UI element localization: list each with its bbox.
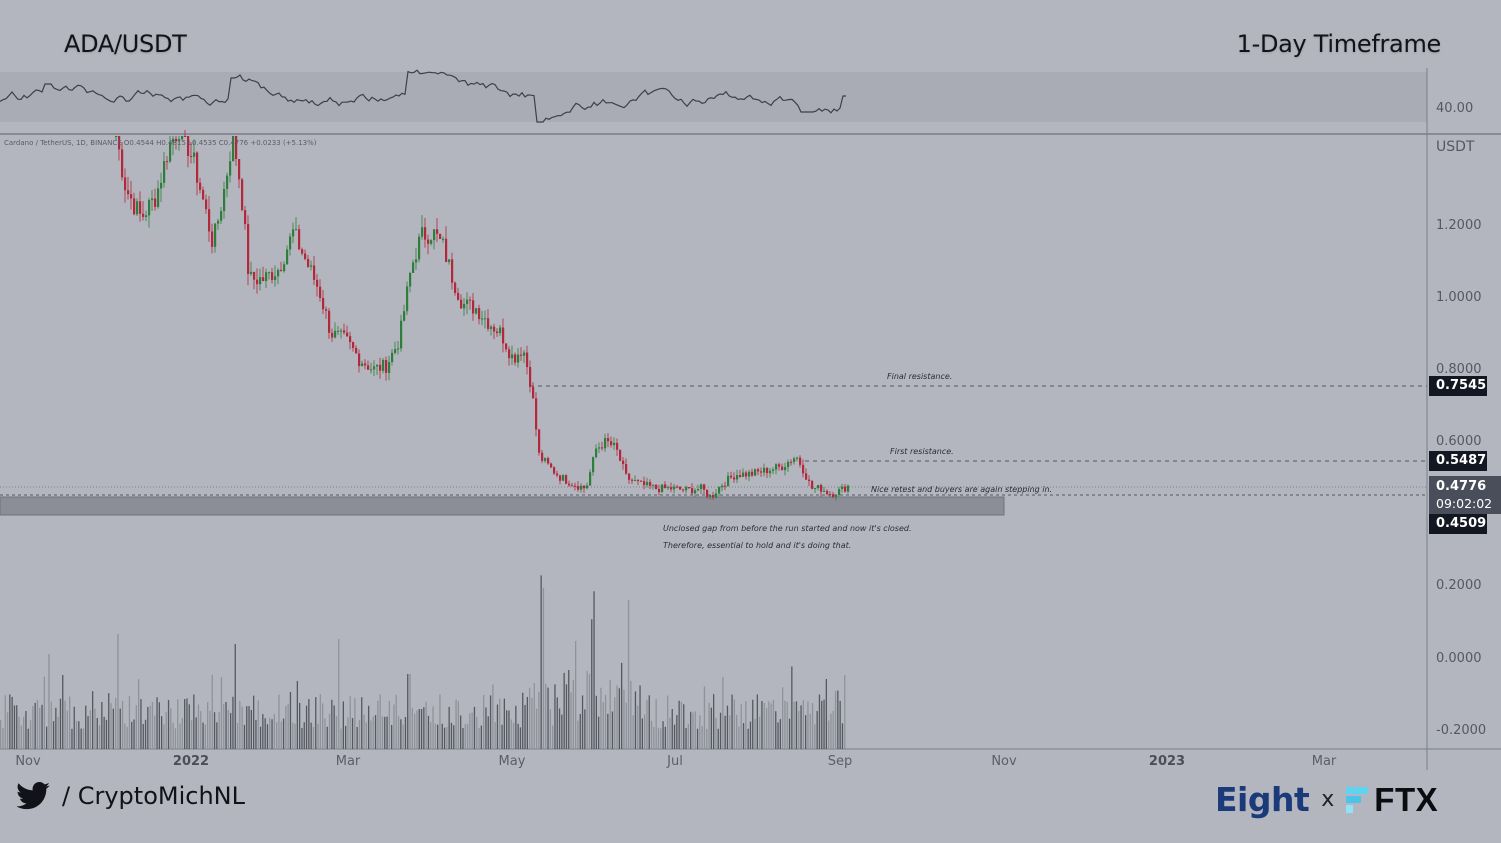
- price-tick: 0.6000: [1436, 434, 1482, 449]
- support-zone: [0, 496, 1005, 516]
- price-tick: -0.2000: [1436, 723, 1487, 738]
- currency-label: USDT: [1436, 139, 1475, 155]
- first-resistance-note: First resistance.: [890, 447, 954, 456]
- symbol-legend: Cardano / TetherUS, 1D, BINANCE O0.4544 …: [4, 139, 317, 147]
- time-axis-label: Nov: [15, 754, 41, 769]
- pair-title: ADA/USDT: [64, 30, 187, 58]
- brand-separator: x: [1321, 787, 1335, 812]
- ftx-mark-icon: [1346, 786, 1369, 813]
- price-tick: 0.0000: [1436, 651, 1482, 666]
- time-axis-label: 2023: [1148, 754, 1186, 769]
- rsi-band: [0, 72, 1427, 122]
- eight-logo: Eight: [1215, 780, 1310, 819]
- retest-note: Nice retest and buyers are again steppin…: [871, 485, 1053, 494]
- candlestick-series: [115, 130, 850, 501]
- rsi-line: [0, 69, 846, 123]
- time-axis-label: 2022: [172, 754, 210, 769]
- first-resistance-tag: 0.5487: [1429, 451, 1487, 471]
- time-axis-label: Sep: [827, 754, 853, 769]
- time-axis-label: Mar: [335, 754, 361, 769]
- price-tick: 1.0000: [1436, 290, 1482, 305]
- price-tick: 0.2000: [1436, 578, 1482, 593]
- twitter-bird-icon: [16, 782, 50, 810]
- volume-histogram: [0, 575, 846, 749]
- gap-note-line2: Therefore, essential to hold and it's do…: [663, 541, 852, 550]
- rsi-axis-label: 40.00: [1436, 101, 1474, 116]
- current-price-value: 0.4776: [1436, 479, 1487, 494]
- time-axis-label: May: [498, 754, 526, 769]
- time-axis-label: Jul: [667, 754, 683, 769]
- current-price-tag: 0.4776 09:02:02: [1429, 476, 1501, 514]
- gap-note-line1: Unclosed gap from before the run started…: [663, 524, 912, 533]
- time-axis-label: Nov: [991, 754, 1017, 769]
- final-resistance-note: Final resistance.: [887, 372, 953, 381]
- brand-lockup: Eight x FTX: [1215, 780, 1438, 819]
- price-tick: 0.8000: [1436, 362, 1482, 377]
- price-tick: 1.2000: [1436, 218, 1482, 233]
- final-resistance-tag: 0.7545: [1429, 376, 1487, 396]
- twitter-handle: / CryptoMichNL: [62, 782, 245, 810]
- ftx-wordmark: FTX: [1374, 780, 1439, 818]
- twitter-credit: / CryptoMichNL: [16, 782, 245, 810]
- ftx-logo: FTX: [1346, 781, 1438, 819]
- time-axis-label: Mar: [1311, 754, 1337, 769]
- bar-countdown: 09:02:02: [1436, 496, 1493, 511]
- timeframe-title: 1-Day Timeframe: [1236, 30, 1442, 58]
- support-tag: 0.4509: [1429, 514, 1487, 534]
